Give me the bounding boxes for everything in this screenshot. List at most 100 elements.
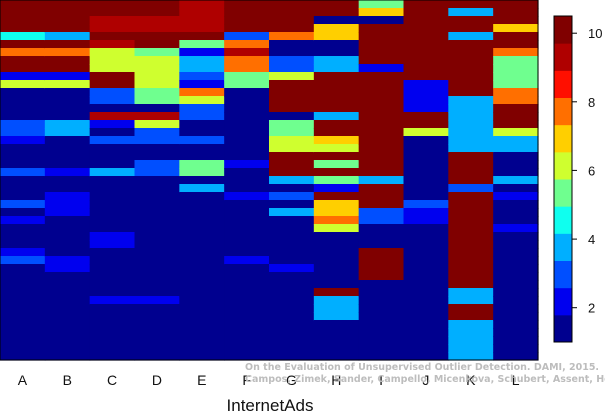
heatmap-cell: [179, 72, 225, 81]
heatmap-cell: [448, 72, 494, 81]
heatmap-cell: [403, 40, 449, 49]
x-tick-label: A: [18, 372, 28, 388]
heatmap-cell: [358, 64, 405, 73]
heatmap-cell: [89, 224, 136, 233]
heatmap-cell: [89, 176, 136, 185]
x-axis-label: InternetAds: [227, 396, 314, 413]
heatmap-cell: [313, 144, 360, 153]
x-tick-label: L: [512, 372, 520, 388]
heatmap-cell: [134, 328, 180, 337]
heatmap-cell: [269, 272, 315, 281]
heatmap-cell: [89, 16, 136, 25]
heatmap-cell: [358, 208, 405, 217]
heatmap-cell: [313, 352, 360, 361]
heatmap-cell: [493, 256, 539, 265]
heatmap-cell: [89, 88, 136, 97]
heatmap-cell: [269, 192, 315, 201]
heatmap-cell: [0, 120, 46, 129]
colorbar-tick-label: 6: [588, 163, 595, 178]
heatmap-cell: [44, 168, 91, 177]
heatmap-cell: [44, 128, 91, 137]
heatmap-cell: [0, 280, 46, 289]
heatmap-cell: [313, 88, 360, 97]
heatmap-cell: [403, 80, 449, 89]
heatmap-cell: [358, 32, 405, 41]
heatmap-cell: [0, 200, 46, 209]
heatmap-cell: [89, 160, 136, 169]
heatmap-cell: [224, 352, 270, 361]
heatmap-cell: [89, 168, 136, 177]
heatmap-cell: [179, 336, 225, 345]
heatmap-cell: [358, 24, 405, 33]
heatmap-cell: [358, 152, 405, 161]
heatmap-cell: [134, 216, 180, 225]
heatmap-cell: [0, 336, 46, 345]
colorbar-segment: [554, 206, 572, 234]
heatmap-cell: [448, 184, 494, 193]
heatmap-cell: [134, 120, 180, 129]
heatmap-cell: [134, 88, 180, 97]
heatmap-cell: [89, 40, 136, 49]
heatmap-cell: [44, 16, 91, 25]
heatmap-cell: [0, 32, 46, 41]
heatmap-cell: [224, 288, 270, 297]
heatmap-cell: [493, 344, 539, 353]
heatmap-cell: [269, 232, 315, 241]
heatmap-cell: [493, 296, 539, 305]
heatmap-cell: [224, 104, 270, 113]
heatmap-cell: [313, 72, 360, 81]
heatmap-cell: [224, 136, 270, 145]
heatmap-cell: [358, 272, 405, 281]
heatmap-cell: [269, 24, 315, 33]
heatmap-cell: [269, 352, 315, 361]
heatmap-cell: [403, 320, 449, 329]
heatmap-cell: [403, 72, 449, 81]
heatmap-cell: [0, 328, 46, 337]
heatmap-cell: [134, 248, 180, 257]
heatmap-cell: [179, 232, 225, 241]
heatmap-cell: [134, 48, 180, 57]
heatmap-cell: [89, 208, 136, 217]
heatmap-cell: [0, 320, 46, 329]
heatmap-cell: [448, 328, 494, 337]
heatmap-cell: [134, 184, 180, 193]
heatmap-cell: [134, 168, 180, 177]
heatmap-cell: [269, 344, 315, 353]
heatmap-cell: [224, 200, 270, 209]
heatmap-cell: [313, 184, 360, 193]
heatmap-cell: [448, 272, 494, 281]
heatmap-cell: [493, 40, 539, 49]
heatmap-cell: [403, 136, 449, 145]
heatmap-cell: [134, 8, 180, 17]
heatmap-cell: [313, 280, 360, 289]
heatmap-cell: [403, 88, 449, 97]
heatmap-cell: [403, 8, 449, 17]
colorbar-segment: [554, 151, 572, 180]
heatmap-cell: [89, 104, 136, 113]
heatmap-cell: [44, 352, 91, 361]
heatmap-cell: [0, 0, 46, 9]
heatmap-cell: [448, 296, 494, 305]
heatmap-cell: [224, 24, 270, 33]
heatmap-cell: [224, 152, 270, 161]
heatmap-cell: [44, 40, 91, 49]
heatmap-cell: [403, 128, 449, 137]
heatmap-cell: [134, 256, 180, 265]
heatmap-cell: [134, 344, 180, 353]
heatmap-cells: [0, 0, 539, 361]
heatmap-cell: [403, 96, 449, 105]
heatmap-cell: [448, 320, 494, 329]
heatmap-cell: [493, 312, 539, 321]
heatmap-cell: [0, 192, 46, 201]
heatmap-cell: [89, 256, 136, 265]
heatmap-cell: [448, 160, 494, 169]
heatmap-cell: [89, 192, 136, 201]
heatmap-cell: [44, 136, 91, 145]
heatmap-cell: [0, 96, 46, 105]
heatmap-cell: [0, 56, 46, 65]
heatmap-cell: [269, 48, 315, 57]
heatmap-cell: [44, 256, 91, 265]
heatmap-cell: [179, 320, 225, 329]
heatmap-cell: [89, 328, 136, 337]
heatmap-cell: [358, 128, 405, 137]
